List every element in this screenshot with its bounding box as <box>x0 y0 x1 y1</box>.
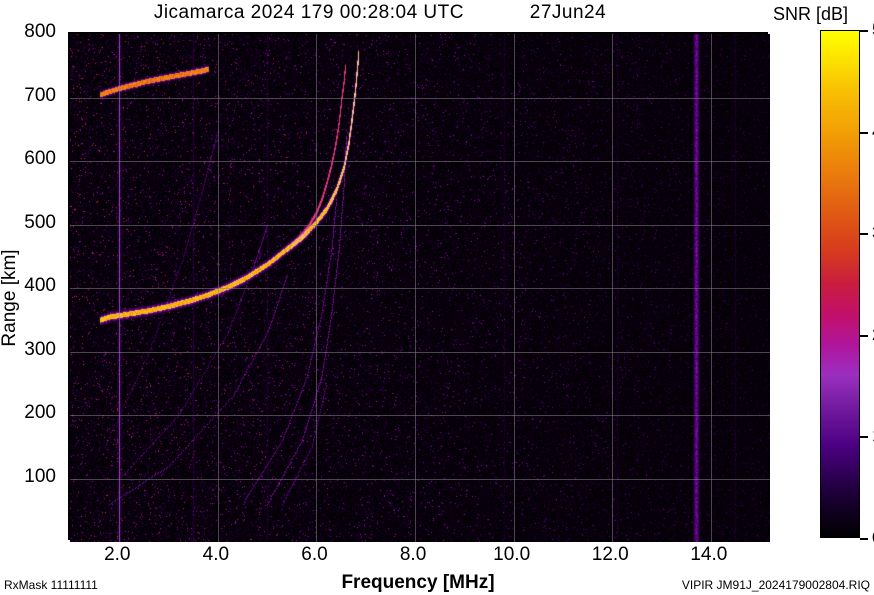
y-gridline-700 <box>70 98 770 99</box>
ionogram-plot-area[interactable] <box>68 32 768 540</box>
x-axis-title: Frequency [MHz] <box>68 572 768 594</box>
colorbar-gradient[interactable] <box>820 30 860 538</box>
colorbar-title: SNR [dB] <box>773 4 848 25</box>
y-gridline-400 <box>70 288 770 289</box>
y-gridline-300 <box>70 352 770 353</box>
title-main-text: Jicamarca 2024 179 00:28:04 UTC <box>154 2 464 23</box>
colorbar-tick-30 <box>860 233 868 235</box>
x-tick-label-6: 6.0 <box>301 544 327 566</box>
y-tick-label-400: 400 <box>24 275 56 297</box>
footer-right-text: VIPIR JM91J_2024179002804.RIQ <box>682 578 870 592</box>
colorbar-tick-40 <box>860 132 868 134</box>
y-gridline-500 <box>70 225 770 226</box>
x-tick-label-12: 12.0 <box>592 544 629 566</box>
y-tick-label-200: 200 <box>24 402 56 424</box>
x-axis-tick-labels: 2.0 4.0 6.0 8.0 10.0 12.0 14.0 <box>68 544 768 570</box>
y-gridline-100 <box>70 479 770 480</box>
y-tick-label-700: 700 <box>24 85 56 107</box>
colorbar-tick-0 <box>860 538 868 540</box>
x-tick-label-10: 10.0 <box>493 544 530 566</box>
y-tick-label-100: 100 <box>24 466 56 488</box>
y-gridline-200 <box>70 415 770 416</box>
y-axis-title: Range [km] <box>0 198 21 398</box>
x-tick-label-2: 2.0 <box>104 544 130 566</box>
title-date-text: 27Jun24 <box>530 2 606 23</box>
plot-title: Jicamarca 2024 179 00:28:04 UTC 27Jun24 <box>0 2 760 24</box>
y-gridline-600 <box>70 161 770 162</box>
ionogram-page: Jicamarca 2024 179 00:28:04 UTC 27Jun24 … <box>0 0 874 595</box>
colorbar-container[interactable]: 01020304050 <box>820 30 860 538</box>
y-tick-label-300: 300 <box>24 339 56 361</box>
y-tick-label-600: 600 <box>24 148 56 170</box>
x-tick-label-8: 8.0 <box>400 544 426 566</box>
x-tick-label-4: 4.0 <box>203 544 229 566</box>
x-tick-label-14: 14.0 <box>690 544 727 566</box>
colorbar-tick-10 <box>860 436 868 438</box>
y-tick-label-800: 800 <box>24 21 56 43</box>
colorbar-tick-50 <box>860 30 868 32</box>
footer-left-text: RxMask 11111111 <box>4 578 98 592</box>
y-tick-label-500: 500 <box>24 212 56 234</box>
colorbar-tick-20 <box>860 335 868 337</box>
